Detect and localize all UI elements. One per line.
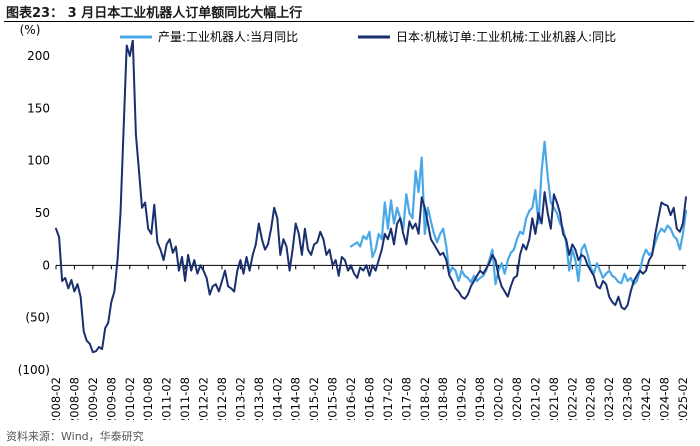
x-tick-label: 2023-08 (621, 377, 635, 420)
x-tick-label: 2019-08 (473, 377, 487, 420)
x-tick-label: 2015-08 (326, 377, 340, 420)
x-tick-label: 2011-02 (160, 377, 174, 420)
x-tick-label: 2010-02 (123, 377, 137, 420)
x-tick-label: 2008-02 (49, 377, 63, 420)
x-tick-label: 2013-08 (252, 377, 266, 420)
x-tick-label: 2018-08 (436, 377, 450, 420)
x-tick-label: 2015-02 (307, 377, 321, 420)
y-tick-label: (100) (18, 363, 50, 377)
x-tick-label: 2021-02 (528, 377, 542, 420)
chart-title: 图表23： 3 月日本工业机器人订单额同比大幅上行 (6, 6, 303, 21)
x-tick-label: 2016-02 (344, 377, 358, 420)
x-tick-label: 2020-08 (510, 377, 524, 420)
legend-label-1: 产量:工业机器人:当月同比 (158, 30, 298, 44)
x-tick-label: 2024-02 (639, 377, 653, 420)
x-tick-label: 2013-02 (233, 377, 247, 420)
x-tick-label: 2017-02 (381, 377, 395, 420)
x-tick-label: 2016-08 (362, 377, 376, 420)
x-tick-label: 2019-02 (455, 377, 469, 420)
legend: 产量:工业机器人:当月同比 日本:机械订单:工业机械:工业机器人:同比 (120, 29, 616, 44)
y-tick-label: 0 (42, 258, 50, 272)
y-tick-label: 50 (35, 206, 50, 220)
x-tick-label: 2025-02 (676, 377, 690, 420)
y-tick-label: (50) (25, 311, 50, 325)
y-axis-label: (%) (20, 23, 41, 37)
y-tick-label: 200 (27, 49, 50, 63)
series-layer (55, 40, 688, 354)
x-tick-label: 2018-02 (418, 377, 432, 420)
x-tick-label: 2014-08 (289, 377, 303, 420)
source-note: 资料来源：Wind，华泰研究 (6, 430, 144, 443)
y-tick-label: 100 (27, 154, 50, 168)
x-tick-label: 2010-08 (141, 377, 155, 420)
x-tick-label: 2020-02 (492, 377, 506, 420)
legend-label-2: 日本:机械订单:工业机械:工业机器人:同比 (396, 29, 616, 44)
y-tick-label: 150 (27, 101, 50, 115)
x-tick-label: 2011-08 (178, 377, 192, 420)
title-rule (4, 21, 694, 22)
x-tick-label: 2024-08 (657, 377, 671, 420)
x-tick-label: 2008-08 (67, 377, 81, 420)
x-tick-label: 2012-02 (197, 377, 211, 420)
x-axis: 2008-02 2008-08 2009-02 2009-08 2010-02 2010-… (49, 264, 690, 420)
x-tick-label: 2022-02 (565, 377, 579, 420)
x-tick-label: 2012-08 (215, 377, 229, 420)
x-tick-label: 2023-02 (602, 377, 616, 420)
series-line-2 (55, 40, 687, 354)
line-chart: (%) 产量:工业机器人:当月同比 日本:机械订单:工业机械:工业机器人:同比 2… (18, 23, 690, 420)
x-tick-label: 2021-08 (547, 377, 561, 420)
x-tick-label: 2014-02 (270, 377, 284, 420)
x-tick-label: 2017-08 (399, 377, 413, 420)
x-tick-label: 2009-02 (86, 377, 100, 420)
x-tick-label: 2022-08 (584, 377, 598, 420)
x-tick-label: 2009-08 (104, 377, 118, 420)
series-line-1 (349, 140, 688, 286)
y-axis: 200 150 100 50 0 (50) (100) (18, 49, 50, 377)
